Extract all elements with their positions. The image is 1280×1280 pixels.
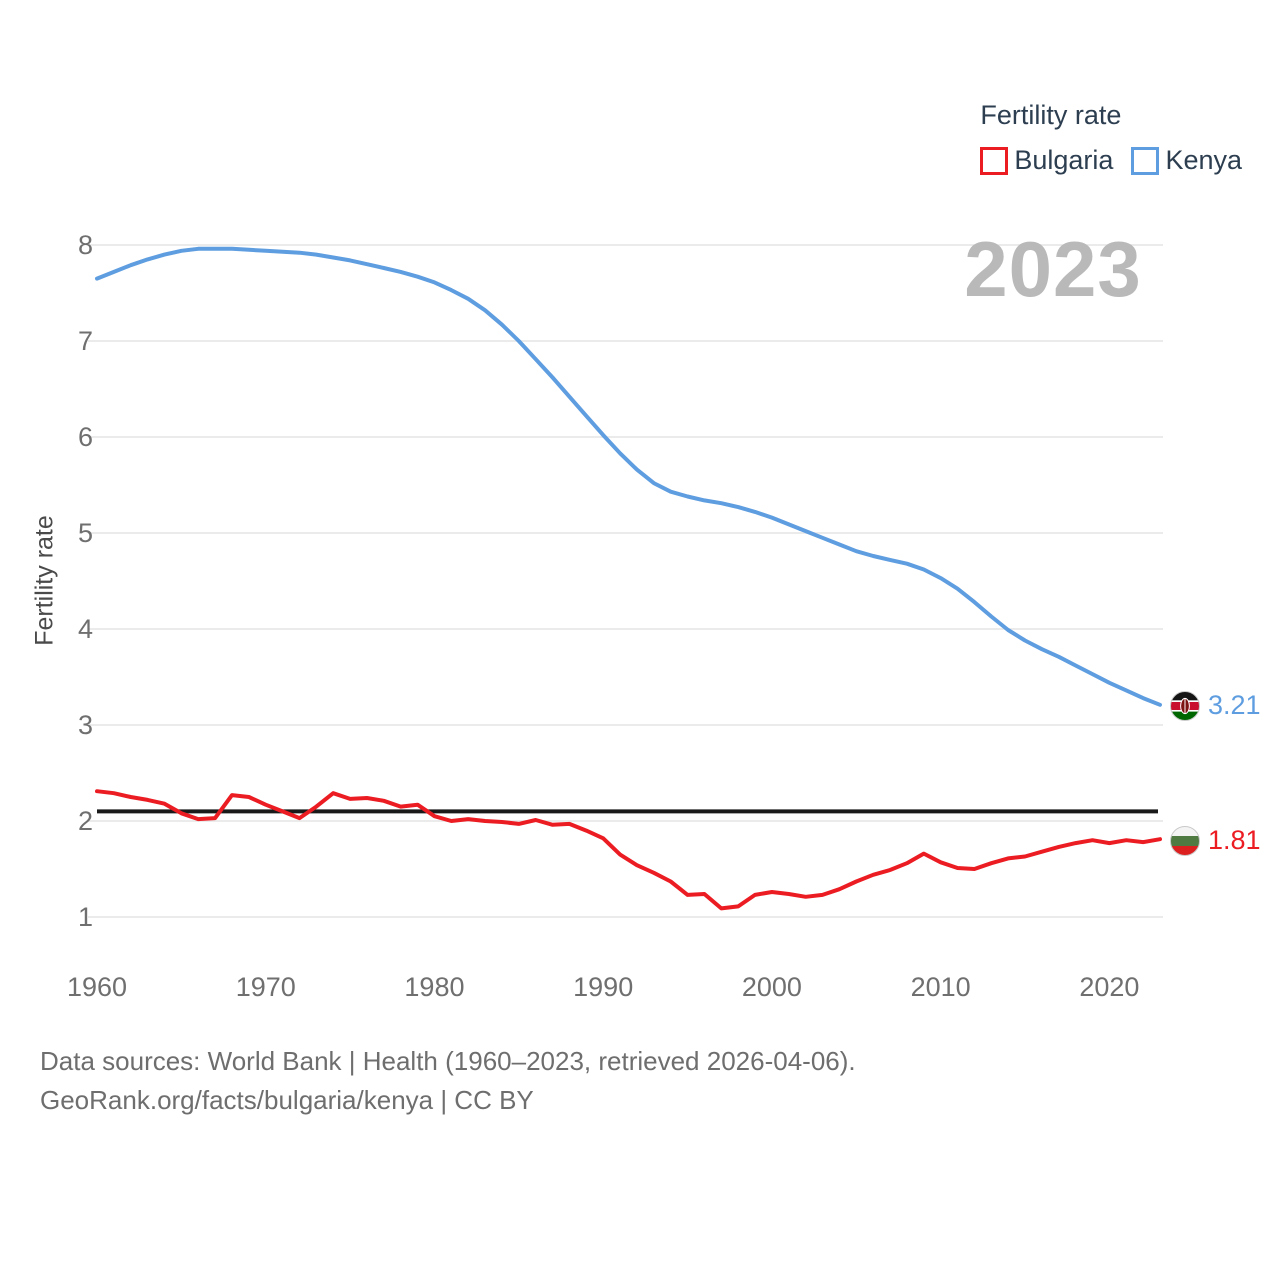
y-tick-label: 7 <box>78 326 93 356</box>
y-tick-label: 3 <box>78 710 93 740</box>
bulgaria-end-label: 1.81 <box>1170 825 1261 856</box>
y-tick-label: 4 <box>78 614 93 644</box>
kenya-series-line <box>95 246 1162 707</box>
x-tick-label: 1970 <box>236 972 296 1002</box>
legend-item-kenya[interactable]: Kenya <box>1131 145 1242 176</box>
fertility-rate-chart: 1 2 3 4 5 6 7 8 1960 1970 1980 1990 2000 2010 2020 <box>67 230 1163 1002</box>
legend: Fertility rate Bulgaria Kenya <box>980 100 1242 176</box>
footer: Data sources: World Bank | Health (1960–… <box>40 1042 856 1120</box>
georank-link[interactable]: GeoRank.org/facts/bulgaria/kenya | CC BY <box>40 1085 534 1115</box>
legend-item-label: Kenya <box>1165 145 1242 175</box>
x-tick-label: 1990 <box>573 972 633 1002</box>
kenya-end-label: 3.21 <box>1170 690 1261 721</box>
data-sources-text: Data sources: World Bank | Health (1960–… <box>40 1046 856 1076</box>
legend-title: Fertility rate <box>980 100 1122 130</box>
y-tick-label: 2 <box>78 806 93 836</box>
kenya-flag-icon <box>1170 690 1200 721</box>
bulgaria-swatch-icon <box>980 146 1009 175</box>
legend-items: Bulgaria Kenya <box>980 145 1242 176</box>
kenya-swatch-icon <box>1131 146 1160 175</box>
bulgaria-flag-icon <box>1170 825 1200 856</box>
bulgaria-series-line <box>95 789 1162 911</box>
x-tick-label: 2020 <box>1079 972 1139 1002</box>
x-tick-label: 2010 <box>911 972 971 1002</box>
y-tick-label: 8 <box>78 230 93 260</box>
bulgaria-end-value: 1.81 <box>1208 825 1261 855</box>
legend-item-bulgaria[interactable]: Bulgaria <box>980 145 1113 176</box>
x-tick-label: 1980 <box>404 972 464 1002</box>
x-tick-label: 2000 <box>742 972 802 1002</box>
y-tick-label: 1 <box>78 902 93 932</box>
x-tick-label: 1960 <box>67 972 127 1002</box>
kenya-end-value: 3.21 <box>1208 690 1261 720</box>
y-tick-label: 6 <box>78 422 93 452</box>
legend-item-label: Bulgaria <box>1014 145 1114 175</box>
y-tick-label: 5 <box>78 518 93 548</box>
year-watermark: 2023 <box>964 225 1142 313</box>
